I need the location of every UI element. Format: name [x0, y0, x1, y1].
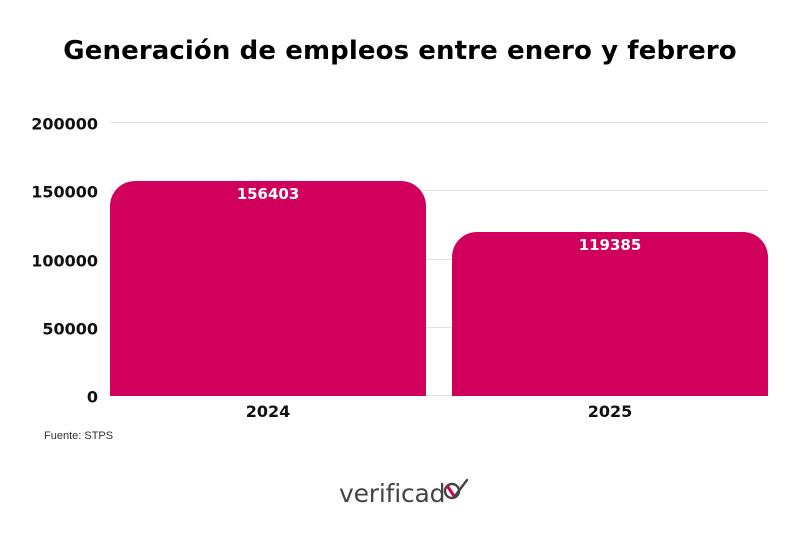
x-tick-label: 2025	[587, 402, 633, 421]
y-tick-label: 100000	[31, 251, 98, 271]
check-o-icon	[443, 478, 469, 505]
y-tick-label: 50000	[42, 319, 98, 339]
gridline-0	[110, 395, 768, 396]
verificado-logo: verificad	[339, 477, 469, 507]
gridline-50000	[110, 327, 768, 328]
bar-2025: 119385	[452, 232, 768, 396]
gridline-100000	[110, 259, 768, 260]
bar-value-label: 119385	[578, 236, 642, 254]
y-tick-label: 0	[86, 387, 98, 407]
y-tick-label: 150000	[31, 182, 98, 202]
source-note: Fuente: STPS	[44, 430, 114, 442]
gridline-200000	[110, 122, 768, 123]
logo-text: verificad	[339, 479, 446, 508]
x-tick-label: 2024	[245, 402, 291, 421]
chart-title: Generación de empleos entre enero y febr…	[63, 36, 737, 66]
bar-value-label: 156403	[236, 185, 300, 203]
bar-2024: 156403	[110, 181, 426, 396]
gridline-150000	[110, 190, 768, 191]
y-tick-label: 200000	[31, 114, 98, 134]
